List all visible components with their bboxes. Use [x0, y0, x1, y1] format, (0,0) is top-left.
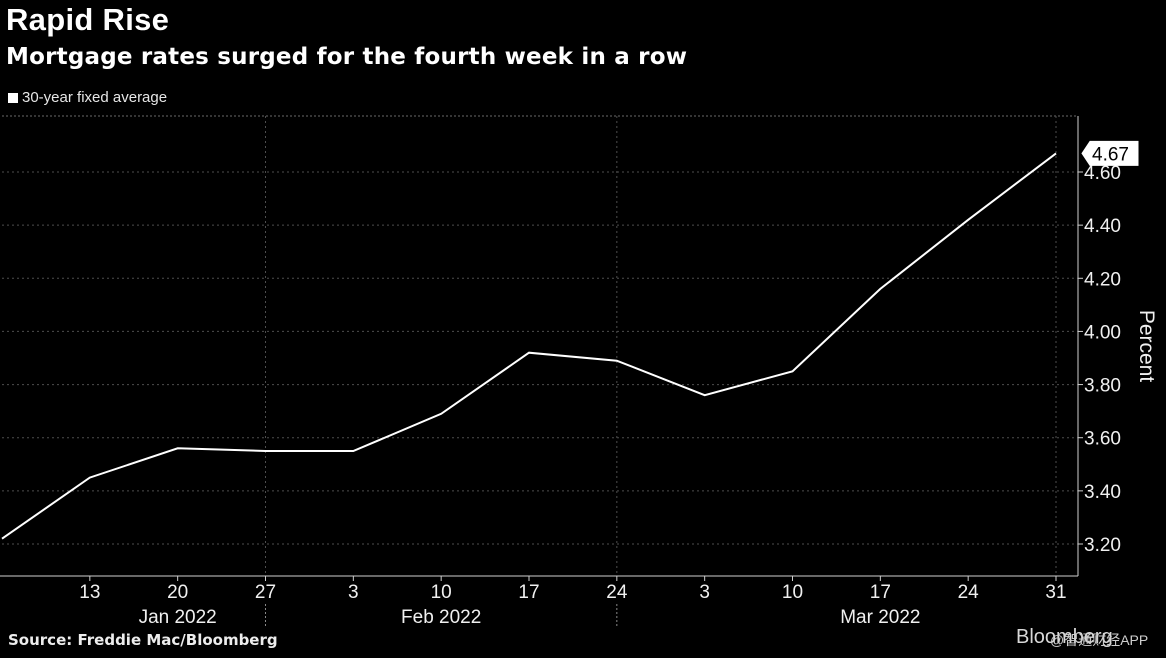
y-tick-label: 3.60 [1084, 429, 1121, 450]
x-tick-label: 17 [518, 582, 539, 603]
x-tick-label: 24 [606, 582, 628, 603]
chart-title: Rapid Rise [6, 2, 170, 37]
y-tick-label: 4.20 [1084, 269, 1121, 290]
y-tick-label: 3.20 [1084, 535, 1121, 556]
y-tick-label: 4.60 [1084, 163, 1121, 184]
legend-swatch [8, 92, 18, 103]
source-note: Source: Freddie Mac/Bloomberg [8, 631, 278, 649]
x-tick-label: 27 [255, 582, 276, 603]
chart-subtitle: Mortgage rates surged for the fourth wee… [6, 44, 688, 70]
x-tick-label: 17 [870, 582, 891, 603]
y-tick-label: 3.40 [1084, 482, 1121, 503]
x-tick-label: 13 [79, 582, 100, 603]
x-tick-label: 10 [431, 582, 452, 603]
y-tick-label: 4.40 [1084, 216, 1121, 237]
x-tick-label: 10 [782, 582, 803, 603]
series-line [1, 152, 1057, 540]
y-tick-label: 3.80 [1084, 376, 1121, 397]
y-tick-label: 4.00 [1084, 322, 1121, 343]
last-value-label: 4.67 [1092, 144, 1129, 165]
legend-label: 30-year fixed average [22, 89, 168, 106]
legend: 30-year fixed average [8, 89, 167, 106]
x-tick-label: 3 [699, 582, 710, 603]
watermark-text: @智通财经APP [1050, 632, 1149, 648]
last-value-callout [1081, 140, 1139, 166]
x-tick-label: 20 [167, 582, 188, 603]
month-label: Jan 2022 [139, 607, 217, 628]
x-tick-label: 24 [958, 582, 980, 603]
brand-logo: Bloomberg [1016, 626, 1113, 648]
y-axis-label: Percent [1135, 310, 1158, 383]
month-label: Feb 2022 [401, 607, 481, 628]
month-label: Mar 2022 [840, 607, 920, 628]
x-tick-label: 3 [348, 582, 359, 603]
x-tick-label: 31 [1045, 582, 1066, 603]
